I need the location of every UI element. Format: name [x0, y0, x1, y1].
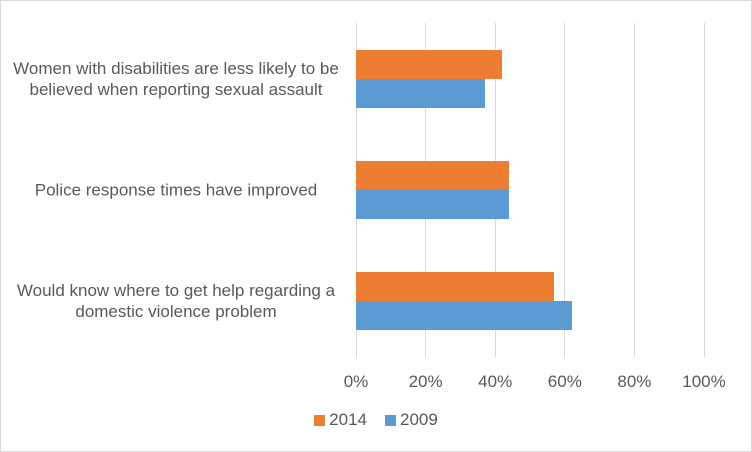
bar	[356, 272, 555, 302]
grid-line	[703, 23, 705, 357]
x-tick-label: 20%	[408, 372, 443, 391]
bar	[356, 190, 510, 219]
x-tick-label: 0%	[343, 372, 369, 391]
bar	[356, 161, 510, 190]
bar	[356, 301, 572, 331]
category-label: Would know where to get help regarding a…	[16, 281, 336, 322]
legend-label: 2014	[329, 410, 367, 429]
legend-swatch	[385, 414, 396, 426]
bar	[356, 49, 503, 79]
x-tick-label: 40%	[478, 372, 513, 391]
legend-item: 2014	[314, 410, 367, 430]
legend-item: 2009	[385, 410, 438, 430]
legend-swatch	[314, 414, 326, 426]
grid-line	[633, 23, 635, 357]
bar	[356, 78, 485, 108]
category-label: Women with disabilities are less likely …	[13, 58, 339, 99]
legend: 2014 2009	[1, 410, 751, 430]
category-label: Police response times have improved	[34, 180, 318, 200]
x-tick-label: 100%	[682, 372, 726, 391]
x-tick-label: 80%	[617, 372, 652, 391]
grid-line	[564, 23, 566, 357]
x-tick-label: 60%	[547, 372, 582, 391]
legend-label: 2009	[400, 410, 438, 429]
